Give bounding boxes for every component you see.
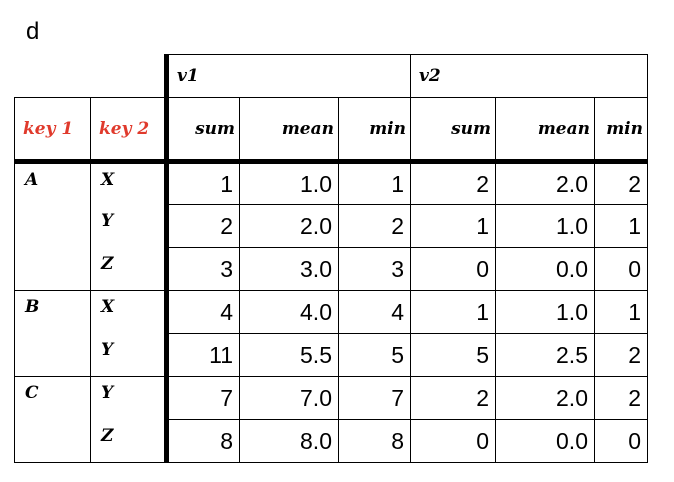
key1-cell: C (14, 376, 91, 463)
table-row: C Y 7 7.0 7 2 2.0 2 (14, 376, 648, 463)
key2-cell: Y (90, 376, 169, 420)
corner-cell-1 (15, 55, 91, 98)
subheader-v1-sum: sum (166, 97, 240, 164)
v2-min-cell: 1 (594, 204, 648, 248)
key2-cell: X (90, 290, 169, 334)
v1-mean-cell: 8.0 (239, 419, 339, 463)
v2-min-cell: 1 (594, 290, 648, 334)
key2-cell: Z (90, 247, 169, 291)
column-header-row: key 1 key 2 sum mean min sum mean min (14, 97, 648, 164)
v1-mean-cell: 7.0 (239, 376, 339, 420)
key1-cell: B (14, 290, 91, 377)
v1-mean-cell: 2.0 (239, 204, 339, 248)
table-row: Z 3 3.0 3 0 0.0 0 (15, 247, 648, 291)
v1-min-cell: 1 (338, 161, 411, 205)
v1-min-cell: 8 (338, 419, 411, 463)
v1-sum-cell: 4 (166, 290, 240, 334)
v2-mean-cell: 1.0 (495, 290, 595, 334)
v1-sum-cell: 2 (166, 204, 240, 248)
v1-sum-cell: 11 (166, 333, 240, 377)
v2-min-cell: 2 (594, 333, 648, 377)
v2-mean-cell: 2.0 (495, 376, 595, 420)
v1-sum-cell: 1 (166, 161, 240, 205)
key2-cell: X (90, 161, 169, 205)
v2-sum-cell: 2 (410, 376, 496, 420)
group-header-row: v1 v2 (15, 54, 648, 98)
v2-sum-cell: 5 (410, 333, 496, 377)
table-row: Y 11 5.5 5 5 2.5 2 (15, 333, 648, 377)
v2-min-cell: 2 (594, 161, 648, 205)
key2-cell: Z (90, 419, 169, 463)
v1-min-cell: 5 (338, 333, 411, 377)
v2-sum-cell: 1 (410, 204, 496, 248)
v2-sum-cell: 1 (410, 290, 496, 334)
v2-mean-cell: 2.0 (495, 161, 595, 205)
v2-mean-cell: 2.5 (495, 333, 595, 377)
v2-min-cell: 2 (594, 376, 648, 420)
subheader-v2-mean: mean (495, 97, 595, 164)
pivot-table: v1 v2 key 1 key 2 sum mean min sum mean … (14, 54, 648, 463)
v2-sum-cell: 2 (410, 161, 496, 205)
index-header-key2: key 2 (90, 97, 169, 164)
key1-cell: A (14, 161, 91, 291)
group-header-v2: v2 (410, 54, 648, 98)
v2-min-cell: 0 (594, 419, 648, 463)
v2-min-cell: 0 (594, 247, 648, 291)
table-row: A X 1 1.0 1 2 2.0 2 (14, 161, 648, 291)
v1-sum-cell: 8 (166, 419, 240, 463)
group-header-v1: v1 (166, 54, 411, 98)
key2-cell: Y (90, 333, 169, 377)
index-header-key1: key 1 (14, 97, 91, 164)
subheader-v2-sum: sum (410, 97, 496, 164)
v2-mean-cell: 1.0 (495, 204, 595, 248)
v1-mean-cell: 4.0 (239, 290, 339, 334)
table-row: B X 4 4.0 4 1 1.0 1 (14, 290, 648, 377)
v2-mean-cell: 0.0 (495, 419, 595, 463)
v1-sum-cell: 7 (166, 376, 240, 420)
v1-min-cell: 4 (338, 290, 411, 334)
v1-sum-cell: 3 (166, 247, 240, 291)
key2-cell: Y (90, 204, 169, 248)
v1-min-cell: 3 (338, 247, 411, 291)
v2-mean-cell: 0.0 (495, 247, 595, 291)
subheader-v1-mean: mean (239, 97, 339, 164)
v1-mean-cell: 1.0 (239, 161, 339, 205)
v1-mean-cell: 3.0 (239, 247, 339, 291)
v2-sum-cell: 0 (410, 247, 496, 291)
subheader-v1-min: min (338, 97, 411, 164)
v2-sum-cell: 0 (410, 419, 496, 463)
v1-mean-cell: 5.5 (239, 333, 339, 377)
table-row: Z 8 8.0 8 0 0.0 0 (15, 419, 648, 463)
corner-cell-2 (90, 54, 169, 98)
subheader-v2-min: min (594, 97, 648, 164)
v1-min-cell: 2 (338, 204, 411, 248)
v1-min-cell: 7 (338, 376, 411, 420)
table-row: Y 2 2.0 2 1 1.0 1 (15, 204, 648, 248)
panel-label: d (26, 18, 40, 45)
